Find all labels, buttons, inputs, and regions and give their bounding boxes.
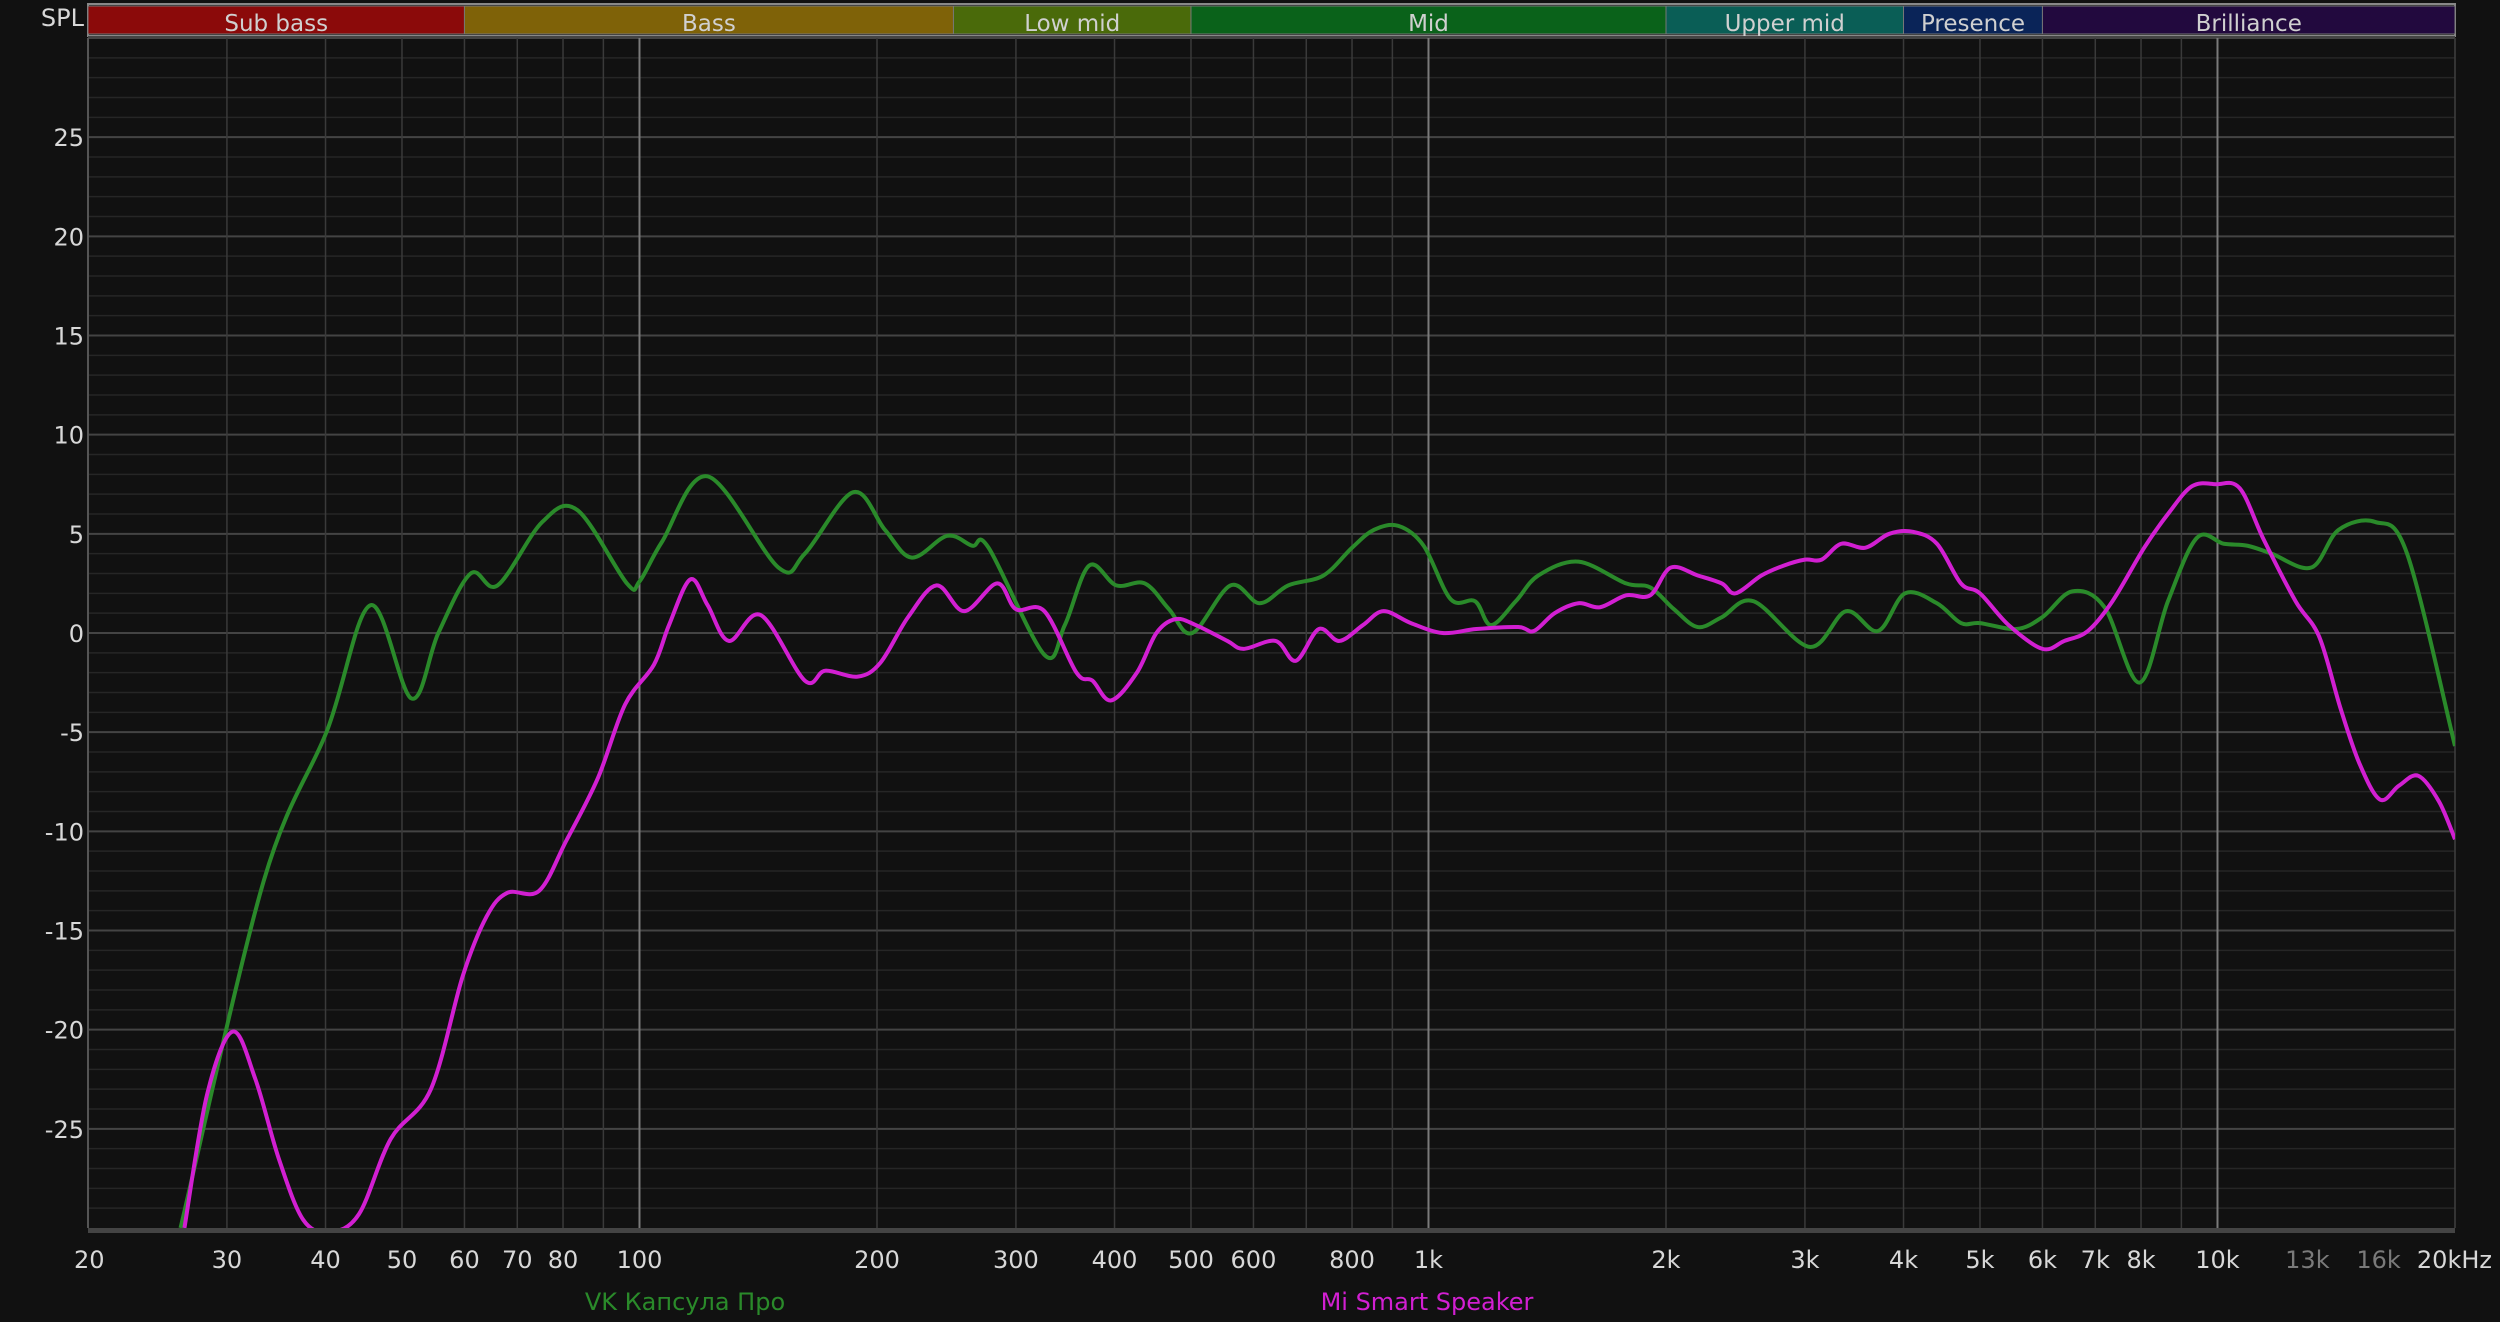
x-tick-label: 50 — [387, 1246, 418, 1274]
band-label: Brilliance — [2196, 11, 2302, 37]
y-tick-label: 25 — [53, 124, 84, 152]
x-tick-label: 5k — [1965, 1246, 1994, 1274]
band-sub-bass — [87, 5, 465, 35]
x-tick-label: 7k — [2081, 1246, 2110, 1274]
band-presence — [1903, 5, 2043, 35]
y-tick-label: -20 — [45, 1017, 84, 1045]
y-tick-label: 20 — [53, 223, 84, 251]
legend-entry: VK Капсула Про — [585, 1288, 785, 1316]
y-axis-label: SPL — [41, 4, 85, 32]
y-tick-label: -15 — [45, 918, 84, 946]
x-tick-label: 8k — [2126, 1246, 2155, 1274]
x-tick-label: 20kHz — [2417, 1246, 2492, 1274]
x-tick-label: 600 — [1231, 1246, 1277, 1274]
x-tick-label: 16k — [2356, 1246, 2401, 1274]
y-tick-label: -25 — [45, 1116, 84, 1144]
x-tick-label: 1k — [1414, 1246, 1443, 1274]
x-tick-label: 20 — [74, 1246, 105, 1274]
x-tick-label: 80 — [548, 1246, 579, 1274]
series-line-2 — [182, 480, 2455, 1228]
y-ticks: -25 -20 -15 -10 -5 0 5 10 15 20 25 — [45, 124, 84, 1144]
x-tick-label: 13k — [2285, 1246, 2330, 1274]
x-tick-label: 800 — [1329, 1246, 1375, 1274]
series-line-1 — [178, 474, 2455, 1228]
x-ticks: 20 30 40 50 60 70 80 100 200 300 400 500 600 800 1k 2k 3… — [74, 1246, 2492, 1274]
frequency-bands: Sub bass Bass Low mid Mid Upper mid Presence B… — [87, 3, 2456, 39]
x-axis-line — [88, 1228, 2455, 1233]
y-tick-label: 10 — [53, 422, 84, 450]
x-tick-label: 400 — [1092, 1246, 1138, 1274]
x-tick-label: 40 — [310, 1246, 341, 1274]
curves — [178, 474, 2455, 1228]
y-tick-label: 0 — [69, 620, 84, 648]
x-tick-label: 60 — [449, 1246, 480, 1274]
x-tick-label: 70 — [502, 1246, 533, 1274]
x-tick-label: 200 — [854, 1246, 900, 1274]
y-tick-label: 5 — [69, 521, 84, 549]
x-tick-label: 3k — [1790, 1246, 1819, 1274]
x-tick-label: 2k — [1651, 1246, 1680, 1274]
x-tick-label: 500 — [1168, 1246, 1214, 1274]
band-label: Upper mid — [1725, 11, 1845, 37]
legend: VK Капсула Про Mi Smart Speaker — [585, 1288, 1534, 1316]
legend-entry: Mi Smart Speaker — [1321, 1288, 1534, 1316]
band-brilliance — [2041, 5, 2456, 35]
band-bass — [463, 5, 954, 35]
x-tick-label: 100 — [617, 1246, 663, 1274]
band-label: Presence — [1921, 11, 2025, 37]
band-label: Bass — [682, 11, 736, 37]
x-tick-label: 300 — [993, 1246, 1039, 1274]
y-tick-label: 15 — [53, 323, 84, 351]
band-label: Mid — [1408, 11, 1449, 37]
x-tick-label: 30 — [212, 1246, 243, 1274]
y-tick-label: -5 — [60, 719, 84, 747]
band-upper-mid — [1665, 5, 1905, 35]
x-tick-label: 4k — [1889, 1246, 1918, 1274]
grid — [87, 37, 2456, 1233]
y-tick-label: -10 — [45, 818, 84, 846]
band-mid — [1190, 5, 1667, 35]
x-tick-label: 6k — [2028, 1246, 2057, 1274]
band-label: Low mid — [1024, 11, 1120, 37]
x-tick-label: 10k — [2195, 1246, 2240, 1274]
band-label: Sub bass — [224, 11, 328, 37]
